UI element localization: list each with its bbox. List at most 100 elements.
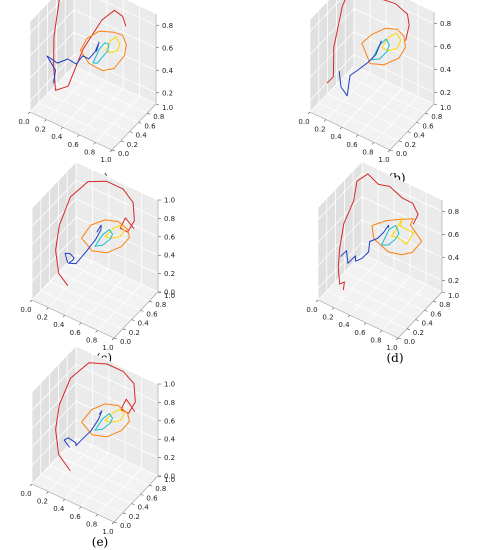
floor-gridline — [344, 272, 425, 311]
floor-gridline — [357, 88, 403, 136]
x-tick-mark — [111, 521, 115, 525]
x-tick-label: 0.4 — [53, 321, 65, 329]
x-tick-mark — [93, 142, 96, 145]
x-tick-mark — [355, 134, 359, 138]
panel-c: 0.00.20.40.60.81.00.00.20.40.60.81.00.00… — [20, 161, 176, 365]
x-tick-label: 0.0 — [298, 118, 309, 126]
floor-gridline — [327, 93, 408, 132]
floor-gridline — [78, 88, 124, 136]
series-line-2 — [79, 30, 127, 72]
side-gridline — [31, 216, 77, 264]
x-tick-label: 1.0 — [102, 344, 113, 352]
side-gridline — [309, 8, 355, 55]
x-tick-mark — [29, 483, 33, 487]
x-tick-label: 0.8 — [362, 148, 373, 156]
x-tick-label: 0.8 — [370, 336, 381, 344]
panel-label: (d) — [386, 351, 403, 365]
series-line-5 — [338, 40, 382, 97]
x-tick-mark — [78, 506, 82, 510]
y-tick-mark — [433, 300, 437, 303]
z-tick-label: 0.2 — [162, 89, 173, 97]
x-tick-mark — [62, 314, 66, 318]
series-line-2 — [81, 403, 130, 438]
y-tick-mark — [113, 337, 118, 340]
series-line-1 — [55, 362, 136, 471]
side-gridline — [31, 253, 77, 301]
side-gridline — [317, 196, 363, 243]
floor-gridline — [353, 262, 434, 302]
series-line-3 — [381, 32, 402, 52]
y-tick-label: 0.6 — [146, 310, 158, 318]
y-tick-mark — [138, 122, 142, 124]
z-tick-label: 0.4 — [164, 252, 176, 260]
y-tick-label: 0.2 — [129, 513, 140, 521]
x-tick-mark — [29, 299, 33, 303]
floor-gridline — [333, 261, 379, 308]
z-tick-label: 0.8 — [162, 22, 173, 30]
floor-gridline — [317, 253, 363, 301]
series-line-5 — [64, 224, 102, 265]
x-tick-label: 0.2 — [322, 314, 333, 322]
x-tick-mark — [62, 498, 66, 502]
z-tick-label: 0.8 — [448, 208, 459, 216]
y-tick-label: 0.0 — [118, 150, 129, 158]
side-gridline — [31, 345, 77, 393]
panel-d: 0.00.20.40.60.81.00.00.20.40.60.81.00.20… — [306, 162, 460, 365]
back-gridline — [75, 345, 159, 385]
back-gridline — [383, 0, 435, 24]
x-tick-mark — [363, 322, 367, 326]
series-line-2 — [361, 27, 406, 66]
x-tick-label: 0.2 — [314, 126, 325, 134]
back-gridline — [361, 242, 443, 281]
back-gridline — [75, 180, 159, 219]
y-tick-mark — [129, 131, 133, 133]
y-tick-mark — [389, 149, 394, 152]
panel-e: 0.00.20.40.60.81.00.00.20.40.60.81.00.00… — [20, 345, 176, 549]
back-pane — [354, 0, 434, 104]
x-tick-mark — [60, 126, 64, 130]
y-tick-mark — [424, 310, 428, 312]
z-tick-label: 0.6 — [440, 43, 452, 51]
back-gridline — [75, 216, 159, 256]
y-tick-mark — [111, 149, 116, 152]
z-tick-label: 0.8 — [164, 215, 175, 223]
z-tick-label: 0.6 — [164, 417, 176, 425]
x-tick-label: 1.0 — [100, 156, 111, 164]
series-line-4 — [94, 413, 114, 431]
series-line-4 — [381, 224, 400, 246]
y-tick-mark — [416, 122, 420, 124]
x-tick-label: 1.0 — [386, 344, 397, 352]
z-tick-label: 0.8 — [440, 20, 451, 28]
y-tick-label: 0.2 — [127, 141, 138, 149]
back-gridline — [75, 382, 159, 422]
z-tick-label: 0.6 — [164, 233, 176, 241]
x-tick-label: 0.6 — [346, 141, 358, 149]
y-tick-label: 0.4 — [136, 132, 148, 140]
floor-gridline — [318, 102, 399, 142]
z-tick-label: 0.4 — [164, 436, 176, 444]
y-tick-mark — [415, 319, 419, 321]
floor-gridline — [64, 452, 110, 500]
series-line-3 — [105, 36, 121, 53]
floor-gridline — [29, 65, 75, 113]
floor-gridline — [345, 74, 426, 114]
floor-gridline — [97, 284, 142, 331]
y-tick-mark — [120, 140, 124, 143]
floor-gridline — [49, 281, 132, 320]
back-gridline — [361, 219, 443, 258]
side-gridline — [29, 9, 75, 57]
side-gridline — [317, 242, 363, 289]
axis-edge — [113, 475, 159, 523]
y-tick-mark — [425, 112, 429, 115]
floor-gridline — [56, 84, 139, 123]
y-tick-label: 0.4 — [422, 320, 434, 328]
x-tick-label: 0.2 — [35, 126, 46, 134]
series-line-1 — [55, 180, 135, 286]
x-tick-mark — [347, 314, 351, 318]
floor-gridline — [67, 262, 150, 302]
y-tick-label: 1.0 — [440, 104, 451, 112]
floor-gridline — [47, 93, 130, 132]
series-line-2 — [371, 218, 423, 256]
z-tick-label: 0.2 — [164, 270, 175, 278]
z-tick-label: 0.6 — [448, 231, 460, 239]
